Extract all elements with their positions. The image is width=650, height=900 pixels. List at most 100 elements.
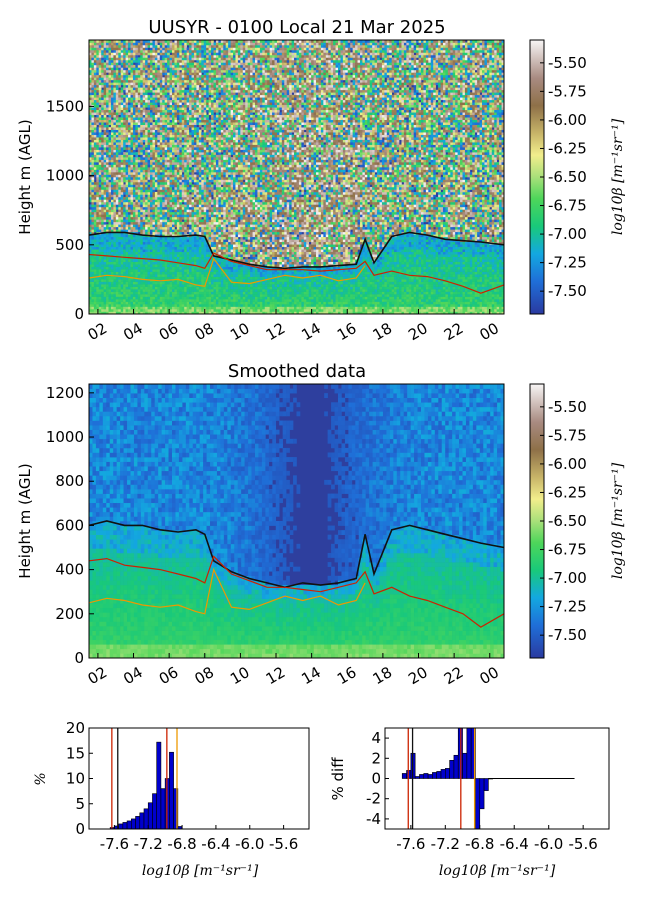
chart-1-cell (115, 154, 119, 158)
chart-1-cell (89, 164, 92, 168)
chart-1-cell (110, 82, 114, 86)
chart-1-cell (123, 119, 126, 123)
chart-1-cell (101, 251, 104, 255)
chart-1-cell (147, 281, 151, 285)
chart-1-cell (130, 109, 134, 113)
chart-1-cell (118, 109, 122, 113)
chart-1-cell (167, 167, 170, 170)
chart-1-cell (176, 231, 180, 235)
chart-1-cell (108, 154, 112, 158)
chart-1-cell (120, 62, 124, 66)
chart-1-cell (196, 291, 200, 295)
chart-1-cell (135, 184, 139, 188)
chart-1-cell (172, 229, 175, 233)
chart-1-cell (169, 234, 173, 238)
chart-1-cell (96, 114, 100, 118)
chart-1-cell (115, 67, 119, 71)
chart-1-cell (196, 67, 200, 71)
chart-1-cell (130, 229, 134, 233)
chart-1-cell (135, 261, 139, 265)
chart-1-cell (120, 154, 124, 158)
chart-1-cell (193, 204, 197, 208)
chart-1-cell (179, 157, 183, 160)
chart-1-cell (184, 236, 187, 240)
chart-1-cell (184, 246, 187, 250)
chart-1-cell (196, 162, 200, 165)
chart-1-cell (145, 216, 148, 220)
chart-1-cell (167, 214, 170, 218)
chart-1-cell (96, 259, 100, 262)
chart-1-cell (159, 137, 163, 140)
chart-1-cell (162, 246, 165, 250)
chart-1-cell (96, 209, 100, 213)
chart-1-cell (89, 112, 92, 116)
chart-1-cell (167, 291, 170, 295)
chart-1-cell (145, 142, 148, 145)
chart-1-cell (113, 294, 117, 297)
chart-1-cell (169, 211, 173, 215)
chart-1-cell (150, 57, 153, 61)
chart-1-cell (169, 299, 173, 302)
chart-1-cell (193, 196, 197, 200)
chart-1-cell (135, 154, 139, 158)
chart-1-cell (110, 74, 114, 78)
chart-1-cell (169, 181, 173, 185)
chart-1-cell (140, 246, 143, 250)
chart-1-cell (147, 186, 151, 190)
chart-1-cell (115, 107, 119, 111)
chart-1-cell (103, 87, 107, 91)
chart-1-cell (103, 214, 107, 218)
chart-1-cell (128, 104, 131, 108)
chart-1-cell (179, 52, 183, 56)
chart-1-cell (193, 236, 197, 240)
chart-1-cell (123, 69, 126, 73)
chart-1-cell (137, 214, 141, 218)
chart-1-cell (130, 89, 134, 93)
chart-1-cell (184, 249, 187, 253)
chart-1-cell (118, 211, 122, 215)
chart-1-cell (115, 47, 119, 51)
chart-1-cell (152, 181, 156, 185)
chart-1-cell (164, 299, 168, 302)
chart-1-cell (145, 311, 148, 315)
chart-1-cell (174, 97, 178, 101)
chart-1-cell (193, 57, 197, 61)
chart-1-cell (137, 134, 141, 138)
chart-1-cell (198, 184, 202, 188)
chart-1-cell (176, 57, 180, 61)
chart-1-cell (120, 249, 124, 253)
chart-1-cell (169, 219, 173, 223)
chart-1-cell (152, 204, 156, 208)
chart-1-cell (172, 261, 175, 265)
chart-1-cell (169, 276, 173, 280)
chart-1-cell (98, 159, 102, 163)
chart-1-cell (93, 57, 97, 61)
chart-1-cell (103, 77, 107, 81)
chart-1-cell (106, 271, 109, 275)
chart-1-cell (130, 189, 134, 193)
chart-1-cell (172, 231, 175, 235)
chart-1-cell (108, 241, 112, 245)
chart-1-cell (169, 224, 173, 228)
chart-1-cell (167, 286, 170, 290)
chart-1-cell (113, 77, 117, 81)
chart-1-cell (162, 174, 165, 178)
chart-1-cell (115, 97, 119, 101)
chart-1-cell (147, 104, 151, 108)
chart-1-cell (110, 279, 114, 282)
chart-1-cell (110, 221, 114, 225)
chart-1-cell (120, 89, 124, 93)
chart-1-cell (130, 244, 134, 248)
chart-1-cell (147, 174, 151, 178)
chart-1-cell (176, 114, 180, 118)
chart-1-cell (164, 40, 168, 43)
chart-1-cell (132, 129, 136, 133)
chart-1-cell (142, 264, 146, 267)
chart-1-cell (110, 179, 114, 183)
chart-1-cell (201, 296, 205, 300)
chart-1-cell (174, 40, 178, 43)
chart-1-cell (91, 114, 95, 118)
chart-1-cell (189, 209, 192, 213)
chart-1-cell (120, 49, 124, 53)
chart-1-cell (157, 266, 161, 270)
